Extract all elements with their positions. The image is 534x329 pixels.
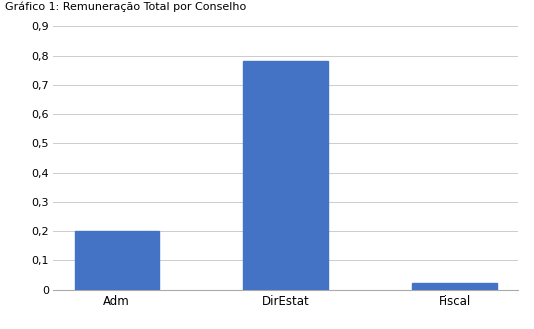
Text: Gráfico 1: Remuneração Total por Conselho: Gráfico 1: Remuneração Total por Conselh… — [5, 2, 247, 12]
Bar — [244, 62, 328, 290]
Bar — [75, 231, 159, 290]
Bar — [412, 283, 497, 290]
